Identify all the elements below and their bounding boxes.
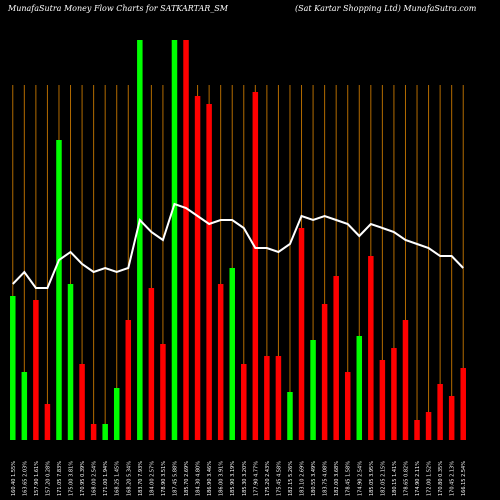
bar: [391, 348, 397, 440]
x-tick-label: 170.95 0.39%: [80, 461, 86, 496]
x-tick-label: 174.90 2.11%: [415, 461, 421, 496]
x-tick-label: 178.45 1.58%: [346, 461, 352, 496]
bar: [275, 356, 282, 440]
x-tick-label: 186.90 3.46%: [207, 461, 213, 496]
trend-line-group: [12, 202, 464, 289]
x-tick-label: 168.00 2.54%: [92, 461, 98, 496]
bar: [333, 276, 339, 440]
bar: [171, 40, 178, 440]
bars: [10, 40, 466, 440]
x-tick-label: 185.90 3.19%: [230, 461, 236, 496]
bar: [194, 96, 201, 440]
bar: [10, 296, 16, 440]
bar: [379, 360, 386, 440]
x-tick-label: 180.55 3.49%: [311, 461, 317, 496]
bar: [414, 420, 420, 440]
bar: [344, 372, 351, 440]
bar: [44, 404, 51, 440]
bar: [437, 384, 443, 440]
bar: [148, 288, 155, 440]
bar: [206, 104, 212, 440]
x-tick-label: 184.30 4.80%: [196, 461, 202, 496]
bar: [137, 40, 143, 440]
bar: [125, 320, 132, 440]
x-tick-label: 178.65 0.82%: [403, 461, 409, 496]
bar: [160, 344, 166, 440]
x-tick-label: 187.45 5.88%: [172, 461, 178, 496]
bar: [356, 336, 363, 440]
x-tick-label: 168.25 1.45%: [115, 461, 121, 496]
x-tick-label: 160.40 1.55%: [11, 461, 17, 496]
x-tick-label: 171.05 7.83%: [57, 461, 63, 496]
bar: [90, 424, 97, 440]
bar: [67, 284, 74, 440]
x-tick-label: 175.45 4.58%: [276, 461, 282, 496]
bar: [460, 368, 466, 440]
x-tick-label: 182.00 3.68%: [334, 461, 340, 496]
x-tick-label: 166.15 2.54%: [461, 461, 467, 496]
bar: [298, 228, 305, 440]
x-tick-label: 182.05 2.15%: [380, 461, 386, 496]
x-tick-label: 170.80 0.35%: [438, 461, 444, 496]
x-tick-label: 175.00 3.81%: [69, 461, 75, 496]
x-tick-label: 172.00 1.52%: [427, 461, 433, 496]
chart-title: MunafaSutra Money Flow Charts for SATKAR…: [8, 4, 228, 13]
bar: [425, 412, 432, 440]
x-tick-label: 163.65 2.03%: [22, 461, 28, 496]
bar: [287, 392, 293, 440]
trend-line: [12, 202, 464, 289]
bar: [252, 92, 259, 440]
bar: [113, 388, 120, 440]
x-tick-label: 185.70 2.69%: [184, 461, 190, 496]
bar: [229, 268, 235, 440]
chart-subtitle: (Sat Kartar Shopping Ltd) MunafaSutra.co…: [295, 4, 477, 13]
bar: [321, 304, 328, 440]
x-tick-label: 183.70 7.93%: [138, 461, 144, 496]
bar: [217, 284, 224, 440]
bar: [56, 140, 62, 440]
bar: [368, 256, 374, 440]
x-tick-label: 185.30 3.20%: [242, 461, 248, 496]
x-tick-label: 186.00 3.91%: [219, 461, 225, 496]
bar: [102, 424, 108, 440]
bar: [21, 372, 28, 440]
x-tick-label: 168.20 5.34%: [126, 461, 132, 496]
bar: [241, 364, 247, 440]
x-tick-labels: 160.40 1.55% 163.65 2.03% 157.90 1.61% 157.…: [11, 461, 467, 496]
x-tick-label: 182.15 5.26%: [288, 461, 294, 496]
x-tick-label: 184.00 2.57%: [149, 461, 155, 496]
bar: [33, 300, 39, 440]
x-tick-label: 177.90 4.77%: [253, 461, 259, 496]
bar: [264, 356, 270, 440]
x-tick-label: 175.20 2.43%: [265, 461, 271, 496]
bar: [183, 40, 189, 440]
x-tick-label: 185.05 3.95%: [369, 461, 375, 496]
x-tick-label: 178.90 3.51%: [161, 461, 167, 496]
x-tick-label: 180.15 1.41%: [392, 461, 398, 496]
bar: [79, 364, 85, 440]
bar: [448, 396, 455, 440]
x-tick-label: 157.20 0.28%: [45, 461, 51, 496]
x-tick-label: 183.10 2.69%: [300, 461, 306, 496]
x-tick-label: 157.90 1.61%: [34, 461, 40, 496]
x-tick-label: 183.75 4.08%: [323, 461, 329, 496]
x-tick-label: 170.45 2.13%: [450, 461, 456, 496]
bar: [310, 340, 316, 440]
bar: [402, 320, 409, 440]
x-tick-label: 174.90 2.54%: [357, 461, 363, 496]
x-tick-label: 171.00 1.94%: [103, 461, 109, 496]
